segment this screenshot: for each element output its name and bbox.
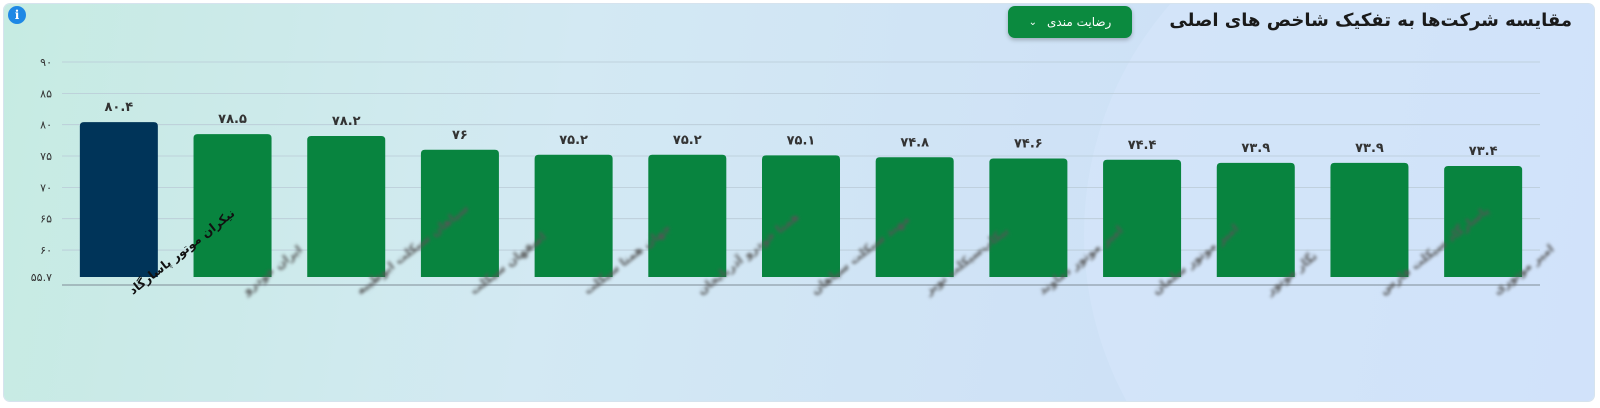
info-icon[interactable]: i [8,6,26,24]
y-tick-label: ۶۰ [40,244,52,257]
y-tick-label: ۷۰ [40,181,52,194]
bar[interactable] [193,134,272,277]
bar[interactable] [1444,166,1523,277]
bar[interactable] [1103,159,1182,277]
y-tick-label: ۵۵.۷ [31,271,52,284]
y-tick-label: ۷۵ [40,150,52,163]
bar[interactable] [762,155,840,277]
bar[interactable] [79,122,158,277]
metric-selector-label: رضایت مندی [1047,15,1112,29]
bar[interactable] [989,158,1068,277]
bar[interactable] [875,157,954,277]
bar[interactable] [1330,162,1409,277]
y-tick-label: ۹۰ [40,56,52,69]
bar-value-label: ۷۶ [452,128,468,143]
bar[interactable] [648,154,727,277]
bar-value-label: ۷۳.۴ [1469,144,1498,159]
y-tick-label: ۸۵ [40,87,52,100]
bar-value-label: ۸۰.۴ [104,100,133,115]
bar[interactable] [1216,162,1295,277]
bar-value-label: ۷۳.۹ [1355,141,1384,156]
y-tick-label: ۸۰ [40,119,52,132]
bar[interactable] [307,135,386,277]
bar-value-label: ۷۴.۸ [900,135,929,150]
bar-value-label: ۷۴.۴ [1128,138,1157,153]
bar-value-label: ۷۵.۱ [787,133,816,148]
bar-value-label: ۷۴.۶ [1014,137,1043,152]
y-tick-label: ۶۵ [40,213,52,226]
chart-title: مقایسه شرکت‌ها به تفکیک شاخص های اصلی [1169,10,1572,31]
metric-selector-dropdown[interactable]: ⌄ رضایت مندی [1008,6,1132,38]
bar-value-label: ۷۵.۲ [673,133,702,148]
bar[interactable] [420,149,499,277]
chevron-down-icon: ⌄ [1028,16,1038,28]
bar-value-label: ۷۵.۲ [559,133,588,148]
bar-value-label: ۷۳.۹ [1241,141,1270,156]
bar[interactable] [534,154,613,277]
bar-value-label: ۷۸.۲ [332,114,361,129]
bar-value-label: ۷۸.۵ [218,112,247,127]
